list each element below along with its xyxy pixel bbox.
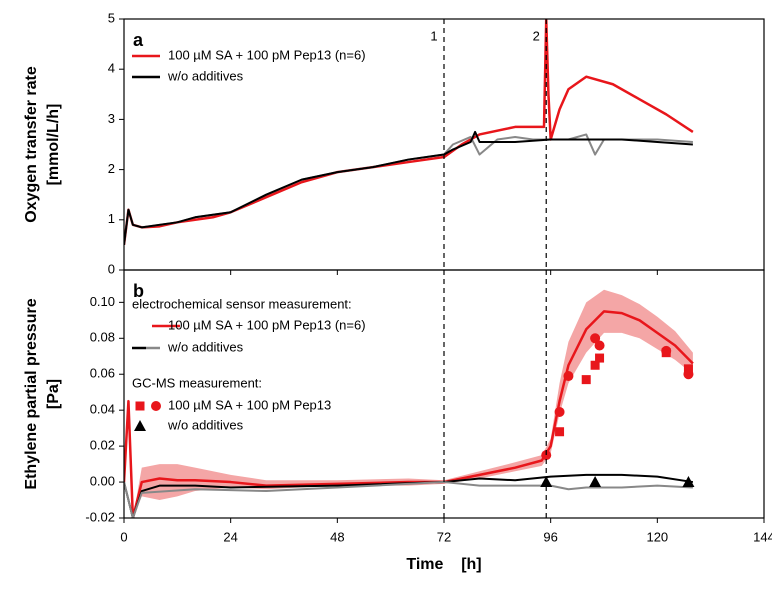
square-marker bbox=[555, 427, 565, 437]
circle-marker bbox=[683, 369, 694, 380]
y-tick-label: 0.06 bbox=[90, 366, 115, 381]
x-tick-label: 120 bbox=[646, 529, 668, 544]
panel-label: a bbox=[133, 30, 144, 50]
x-tick-label: 144 bbox=[753, 529, 772, 544]
legend-heading: GC-MS measurement: bbox=[132, 375, 262, 390]
panel-label: b bbox=[133, 281, 144, 301]
confidence-band bbox=[124, 289, 693, 518]
legend-label: w/o additives bbox=[167, 68, 244, 83]
legend-heading: electrochemical sensor measurement: bbox=[132, 296, 352, 311]
circle-marker bbox=[151, 401, 161, 411]
y-tick-label: 0.08 bbox=[90, 330, 115, 345]
axes-frame bbox=[123, 269, 765, 519]
x-tick-label: 48 bbox=[330, 529, 344, 544]
y-tick-label: 1 bbox=[108, 211, 115, 226]
x-tick-label: 0 bbox=[120, 529, 127, 544]
circle-marker bbox=[541, 450, 552, 461]
y-axis-label: [mmol/L/h] bbox=[45, 104, 62, 186]
legend-label: w/o additives bbox=[167, 417, 244, 432]
event-label: 1 bbox=[430, 28, 437, 43]
square-marker bbox=[683, 364, 693, 374]
data-line bbox=[124, 310, 694, 518]
x-tick-label: 24 bbox=[223, 529, 237, 544]
x-axis-label: Time [h] bbox=[406, 556, 481, 573]
y-axis-label: Ethylene partial pressure bbox=[23, 298, 40, 489]
y-tick-label: 0.02 bbox=[90, 438, 115, 453]
y-tick-label: 0.04 bbox=[90, 402, 115, 417]
triangle-marker bbox=[134, 420, 146, 431]
square-marker bbox=[581, 375, 591, 385]
legend-label: 100 µM SA + 100 pM Pep13 (n=6) bbox=[168, 47, 366, 62]
y-tick-label: 2 bbox=[108, 161, 115, 176]
y-axis-label: [Pa] bbox=[45, 379, 62, 409]
square-marker bbox=[595, 353, 605, 363]
legend-label: w/o additives bbox=[167, 339, 244, 354]
circle-marker bbox=[554, 406, 565, 417]
y-tick-label: 0.00 bbox=[90, 473, 115, 488]
y-axis-label: Oxygen transfer rate bbox=[23, 66, 40, 223]
plot-area bbox=[124, 289, 695, 518]
circle-marker bbox=[563, 371, 574, 382]
y-tick-label: 0.10 bbox=[90, 294, 115, 309]
x-tick-label: 72 bbox=[437, 529, 451, 544]
triangle-marker bbox=[589, 476, 602, 488]
square-marker bbox=[590, 360, 600, 370]
y-tick-label: 4 bbox=[108, 61, 115, 76]
square-marker bbox=[135, 401, 145, 411]
event-label: 2 bbox=[533, 28, 540, 43]
y-tick-label: 3 bbox=[108, 111, 115, 126]
data-line bbox=[124, 130, 693, 246]
data-line bbox=[124, 481, 693, 518]
circle-marker bbox=[590, 333, 601, 344]
circle-marker bbox=[661, 345, 672, 356]
legend-label: 100 µM SA + 100 pM Pep13 (n=6) bbox=[168, 317, 366, 332]
y-tick-label: 0 bbox=[108, 261, 115, 276]
y-tick-label: -0.02 bbox=[85, 509, 115, 524]
x-tick-label: 96 bbox=[543, 529, 557, 544]
circle-marker bbox=[594, 340, 605, 351]
data-line bbox=[124, 133, 693, 246]
legend-label: 100 µM SA + 100 pM Pep13 bbox=[168, 397, 331, 412]
triangle-marker bbox=[682, 476, 695, 488]
y-tick-label: 5 bbox=[108, 10, 115, 25]
